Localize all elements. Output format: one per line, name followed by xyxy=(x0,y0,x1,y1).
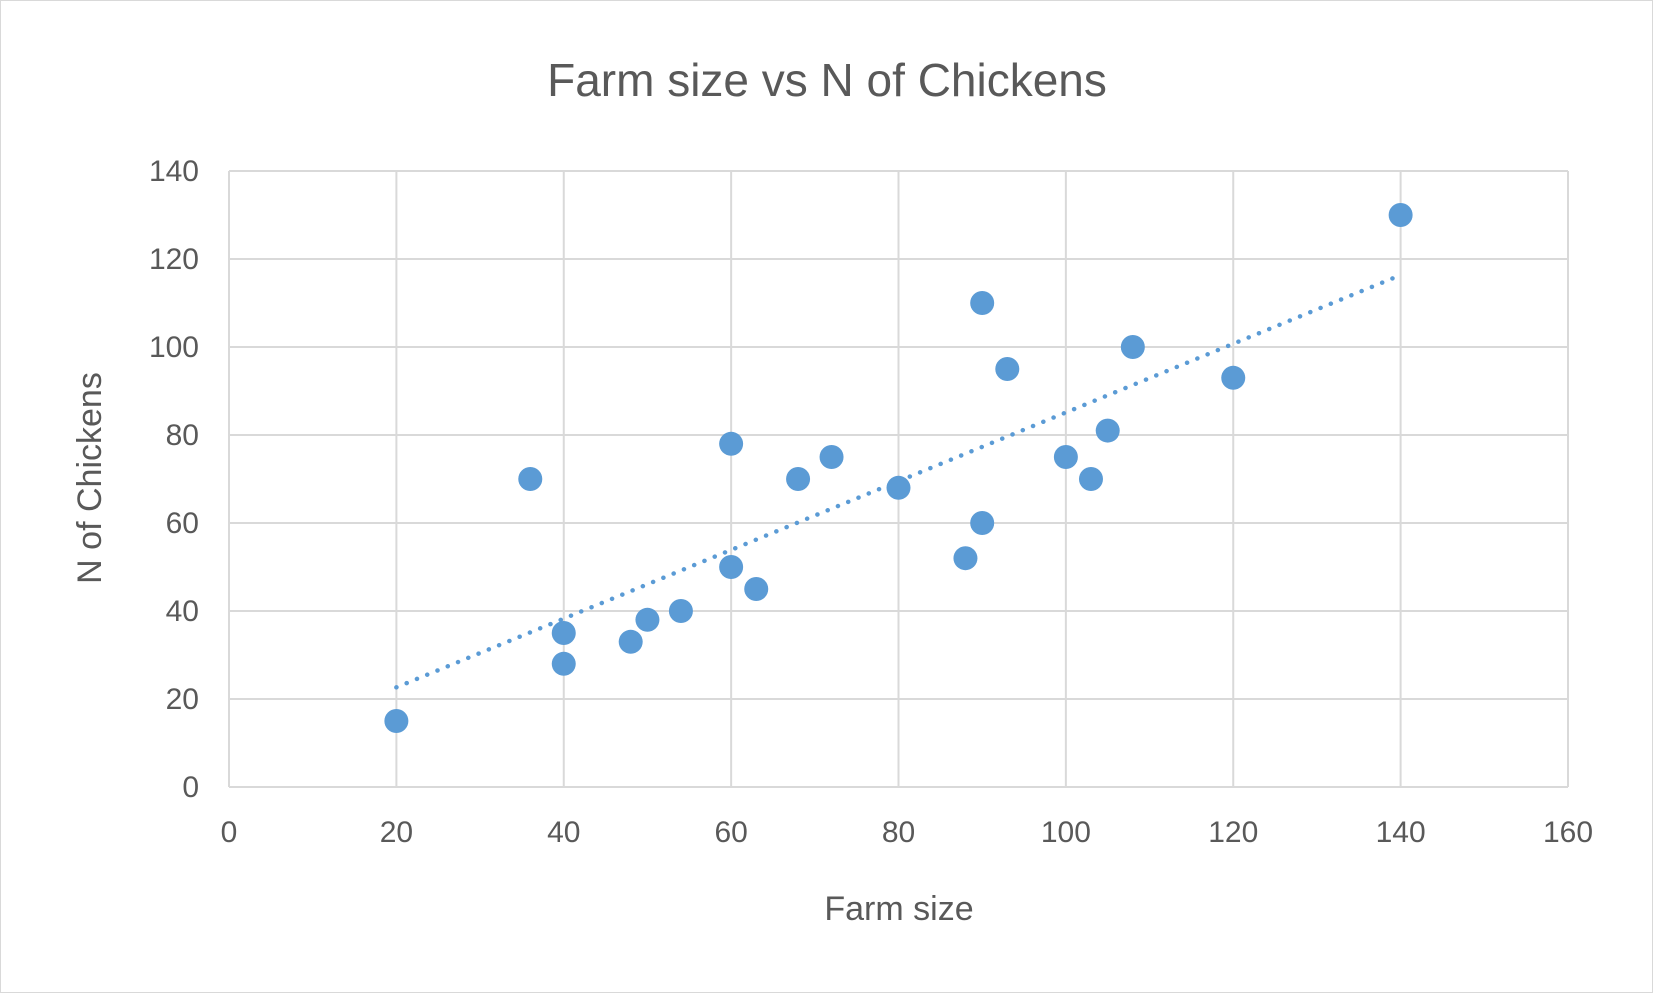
y-axis-label: N of Chickens xyxy=(71,372,109,584)
data-point xyxy=(970,511,995,535)
data-point xyxy=(1095,418,1120,443)
x-tick-label: 80 xyxy=(882,816,915,849)
data-point xyxy=(635,607,660,632)
y-tick-label: 40 xyxy=(166,595,199,628)
x-tick-label: 0 xyxy=(221,816,238,849)
x-tick-label: 160 xyxy=(1543,816,1593,849)
data-point xyxy=(819,445,844,469)
gridlines xyxy=(228,170,1569,788)
y-tick-label: 20 xyxy=(166,683,199,716)
data-point xyxy=(1388,203,1413,227)
data-point xyxy=(384,709,409,733)
x-tick-label: 100 xyxy=(1041,816,1091,849)
data-point xyxy=(953,546,978,571)
y-tick-label: 60 xyxy=(166,507,199,540)
data-point xyxy=(668,599,693,623)
data-point xyxy=(719,431,744,456)
data-point xyxy=(744,577,769,601)
data-point xyxy=(1053,445,1078,469)
data-point xyxy=(786,467,811,491)
x-tick-label: 140 xyxy=(1376,816,1426,849)
data-point xyxy=(886,475,911,500)
y-tick-label: 0 xyxy=(182,771,199,804)
x-tick-label: 60 xyxy=(714,816,747,849)
x-tick-label: 120 xyxy=(1208,816,1258,849)
data-points xyxy=(384,203,1413,733)
x-tick-label: 20 xyxy=(380,816,413,849)
data-point xyxy=(970,291,995,315)
chart-title: Farm size vs N of Chickens xyxy=(547,54,1107,106)
x-tick-label: 40 xyxy=(547,816,580,849)
data-point xyxy=(1120,335,1145,359)
data-point xyxy=(518,467,543,491)
data-point xyxy=(719,555,744,579)
data-point xyxy=(618,629,643,654)
data-point xyxy=(995,357,1020,381)
data-point xyxy=(1221,365,1246,390)
data-point xyxy=(551,621,576,645)
y-tick-label: 140 xyxy=(149,155,199,188)
data-point xyxy=(1078,467,1103,491)
y-tick-label: 120 xyxy=(149,243,199,276)
y-tick-label: 100 xyxy=(149,331,199,364)
tick-labels: 0 20 40 60 80 100 120 140 160 0 20 40 60 80 100 120 140 xyxy=(149,155,1593,849)
x-axis-label: Farm size xyxy=(824,890,973,928)
y-tick-label: 80 xyxy=(166,419,199,452)
data-point xyxy=(551,651,576,676)
